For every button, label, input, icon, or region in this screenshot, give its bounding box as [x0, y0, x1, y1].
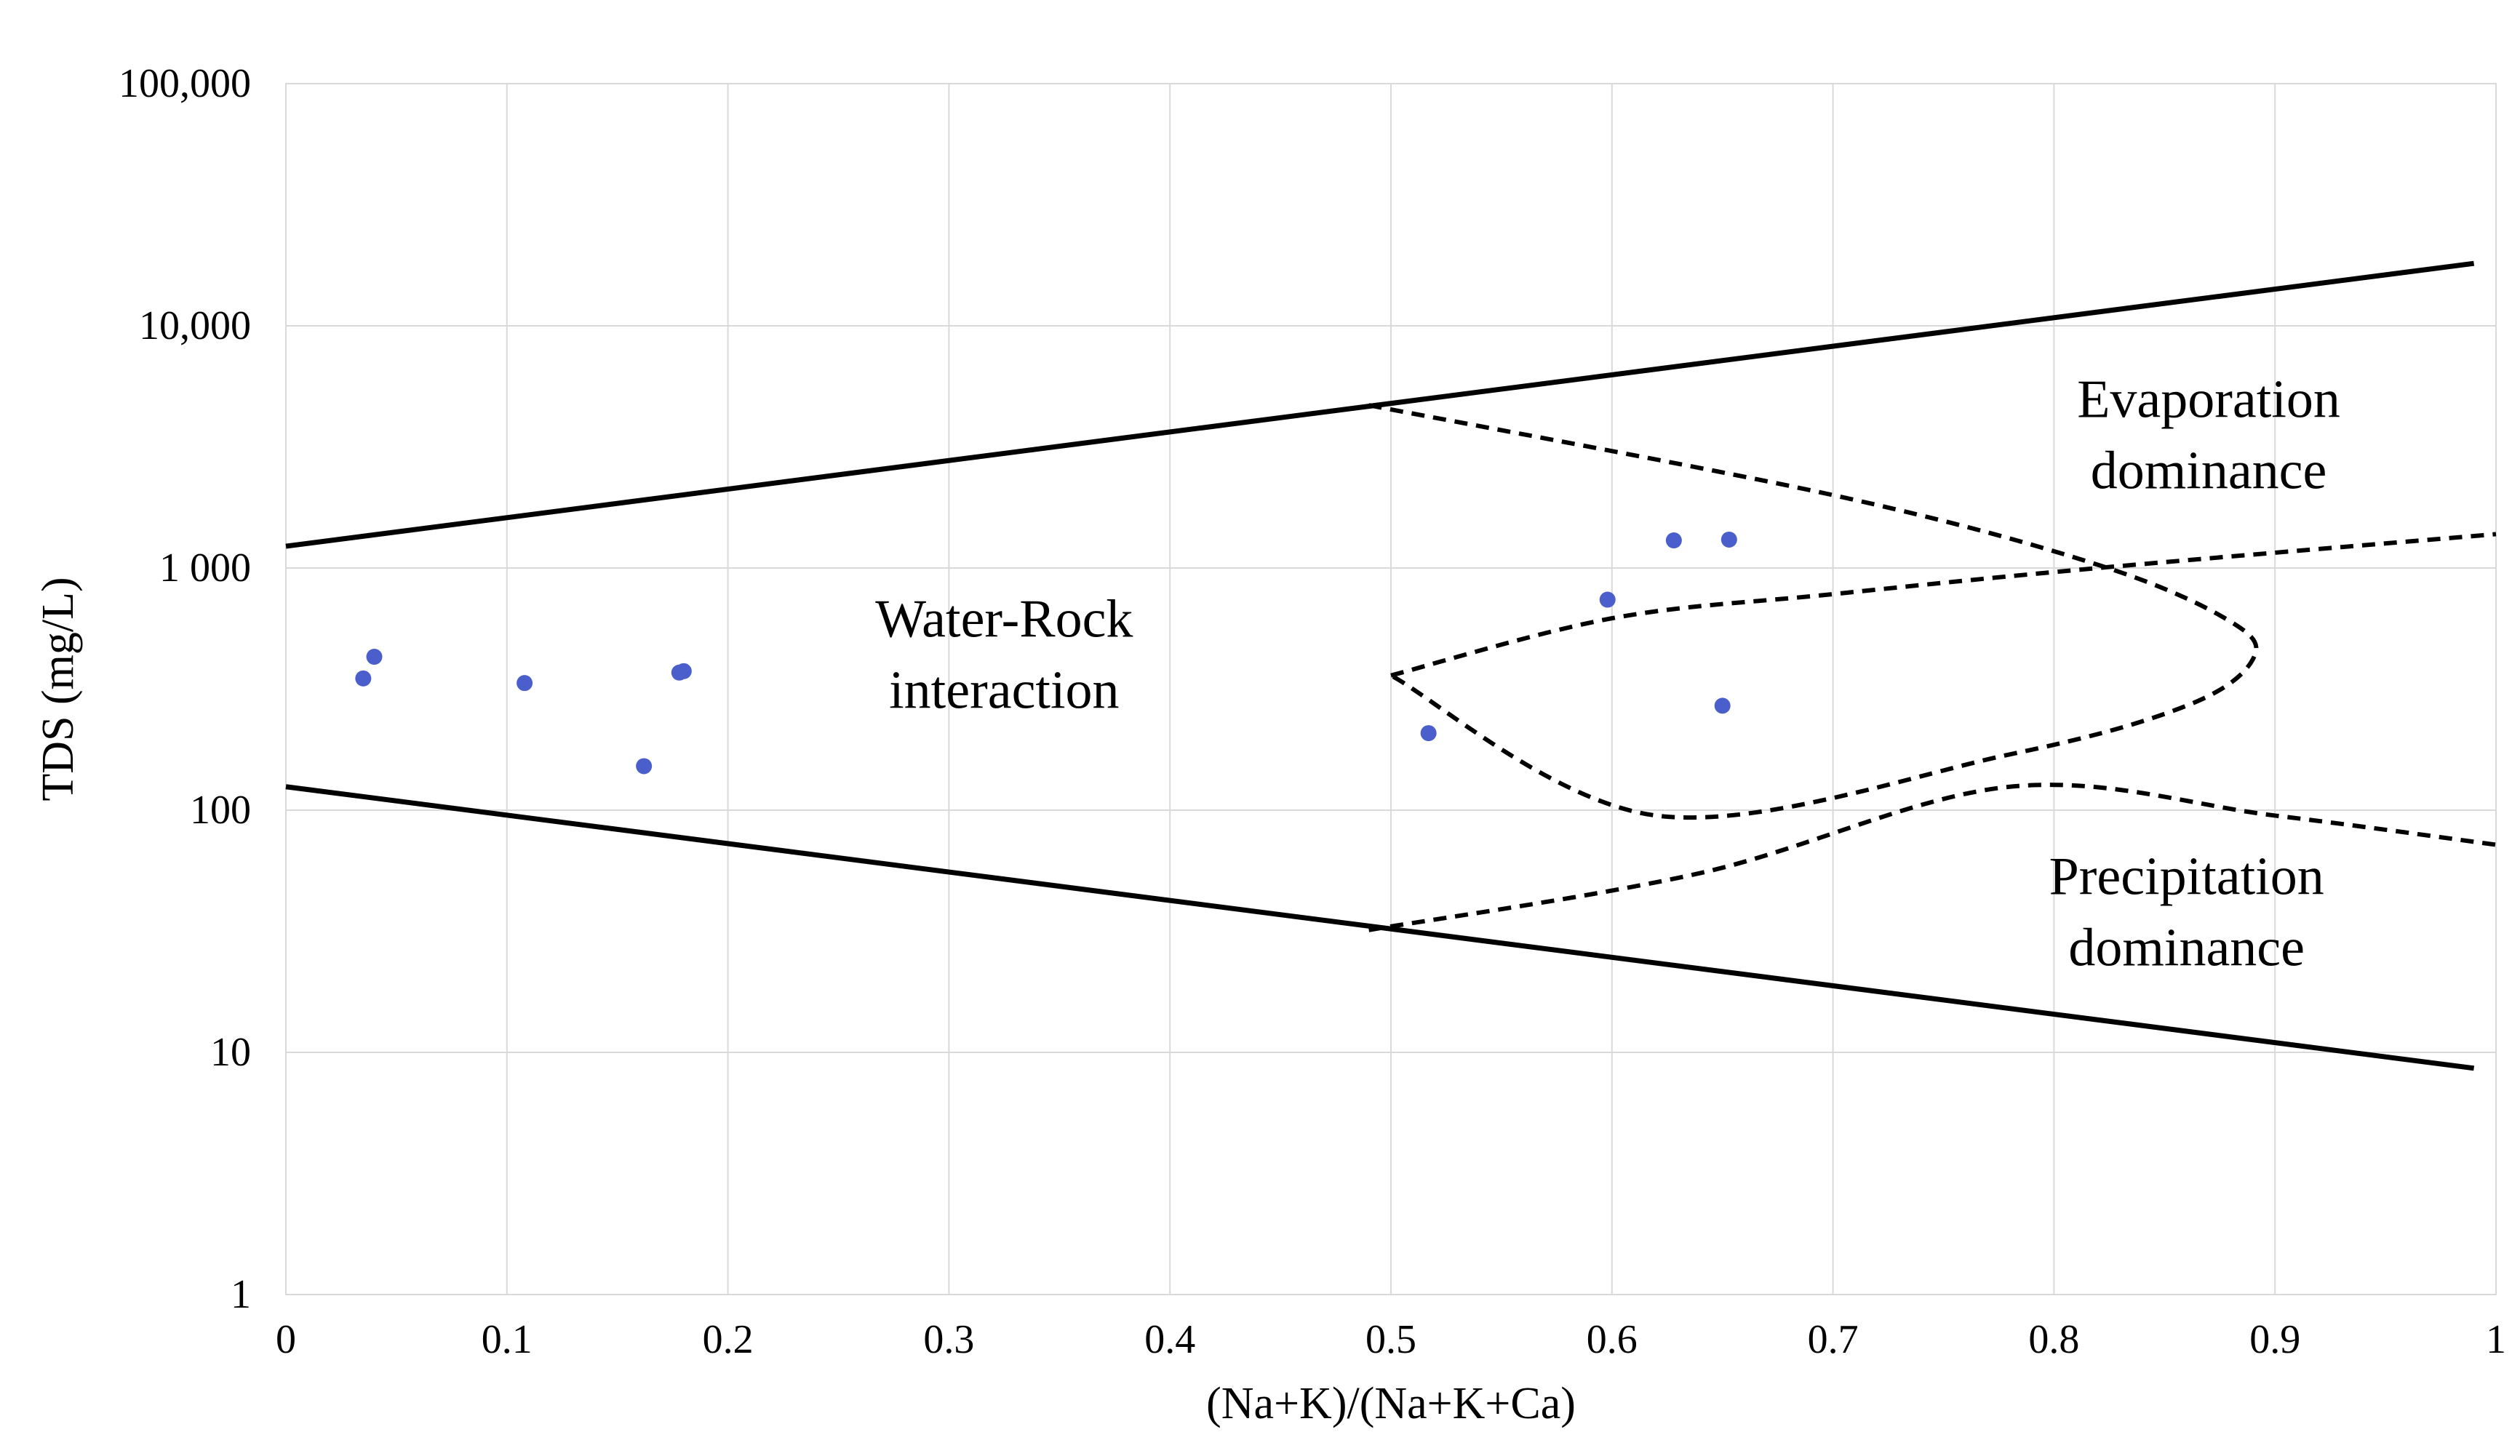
data-point [517, 675, 533, 692]
plot-area-border [285, 83, 2497, 1295]
region-annotation: Precipitation dominance [2049, 847, 2324, 977]
gridlines [285, 83, 2497, 1295]
data-point [675, 663, 692, 679]
data-point [636, 758, 653, 775]
y-tick-label: 100,000 [119, 61, 251, 106]
data-points [355, 531, 1737, 775]
region-annotation: Evaporation dominance [2077, 369, 2340, 500]
data-point [1420, 725, 1437, 742]
y-axis-ticks: 1 10 100 1 000 10,000 100,000 [119, 61, 251, 1317]
x-tick-label: 0.1 [482, 1317, 533, 1362]
y-tick-label: 100 [190, 788, 251, 833]
y-tick-label: 1 [231, 1272, 251, 1317]
data-point [1665, 532, 1682, 549]
y-tick-label: 10 [210, 1030, 251, 1075]
region-annotation: Water-Rock interaction [875, 590, 1133, 721]
region-annotations: Water-Rock interaction Evaporation dominanc… [875, 369, 2340, 977]
y-axis-title: TDS (mg/L) [33, 577, 83, 801]
x-tick-label: 0.5 [1365, 1317, 1416, 1362]
dashed-lower-branch [1368, 783, 2497, 932]
x-tick-label: 0.4 [1144, 1317, 1195, 1362]
x-tick-label: 0.3 [923, 1317, 974, 1362]
boundary-lines [285, 260, 2497, 1071]
data-point [366, 649, 383, 665]
upper-boundary [285, 260, 2475, 549]
x-tick-label: 0.6 [1587, 1317, 1638, 1362]
x-tick-label: 1 [2486, 1317, 2506, 1362]
dashed-upper-branch [1368, 403, 2259, 820]
y-tick-label: 1 000 [159, 545, 251, 591]
data-point [355, 670, 372, 687]
x-tick-label: 0.8 [2028, 1317, 2079, 1362]
x-tick-label: 0.2 [703, 1317, 754, 1362]
x-tick-label: 0.9 [2249, 1317, 2300, 1362]
data-point [1714, 697, 1731, 714]
dashed-right-branch [1390, 532, 2497, 678]
x-axis-title: (Na+K)/(Na+K+Ca) [1206, 1379, 1576, 1428]
x-tick-label: 0.7 [1808, 1317, 1859, 1362]
data-point [1599, 591, 1616, 608]
y-tick-label: 10,000 [139, 303, 251, 348]
x-tick-label: 0 [276, 1317, 296, 1362]
x-axis-ticks: 0 0.1 0.2 0.3 0.4 0.5 0.6 0.7 0.8 0.9 1 [276, 1317, 2506, 1362]
data-point [1720, 531, 1737, 548]
